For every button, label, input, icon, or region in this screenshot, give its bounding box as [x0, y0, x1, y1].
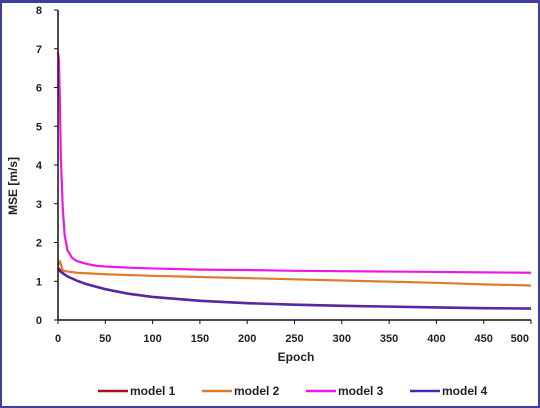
x-tick-label: 100 — [143, 333, 161, 345]
x-tick-label: 0 — [55, 333, 61, 345]
x-tick-label: 500 — [511, 333, 529, 345]
y-tick-label: 8 — [36, 5, 42, 17]
y-tick-label: 0 — [36, 315, 42, 327]
legend: model 1 model 2 model 3 model 4 — [98, 384, 488, 398]
y-tick-label: 2 — [36, 238, 42, 250]
series-line-model-3 — [56, 52, 532, 274]
x-tick-label: 200 — [238, 333, 256, 345]
legend-label: model 4 — [442, 384, 488, 398]
legend-label: model 1 — [130, 384, 176, 398]
x-tick-label: 400 — [427, 333, 445, 345]
y-tick-label: 1 — [36, 276, 42, 288]
series-line-model-2 — [56, 260, 532, 287]
series-lines — [56, 52, 532, 310]
x-tick-label: 300 — [333, 333, 351, 345]
series-line-model-4 — [57, 268, 532, 310]
legend-label: model 2 — [234, 384, 280, 398]
x-tick-label: 50 — [99, 333, 111, 345]
y-tick-label: 7 — [36, 44, 42, 56]
x-tick-labels: 0 50 100 150 200 250 300 350 400 450 500 — [55, 320, 532, 345]
y-tick-label: 3 — [36, 199, 42, 211]
y-tick-label: 6 — [36, 83, 42, 95]
y-tick-label: 5 — [36, 121, 42, 133]
x-tick-label: 350 — [380, 333, 398, 345]
y-tick-label: 4 — [36, 160, 43, 172]
x-tick-label: 450 — [475, 333, 493, 345]
series-line-model-1 — [57, 266, 532, 310]
y-axis-title: MSE [m/s] — [6, 157, 20, 215]
x-axis-title: Epoch — [278, 350, 315, 364]
x-tick-label: 150 — [191, 333, 209, 345]
y-tick-labels: 0 1 2 3 4 5 6 7 8 — [36, 5, 58, 327]
legend-label: model 3 — [338, 384, 384, 398]
x-tick-label: 250 — [285, 333, 303, 345]
